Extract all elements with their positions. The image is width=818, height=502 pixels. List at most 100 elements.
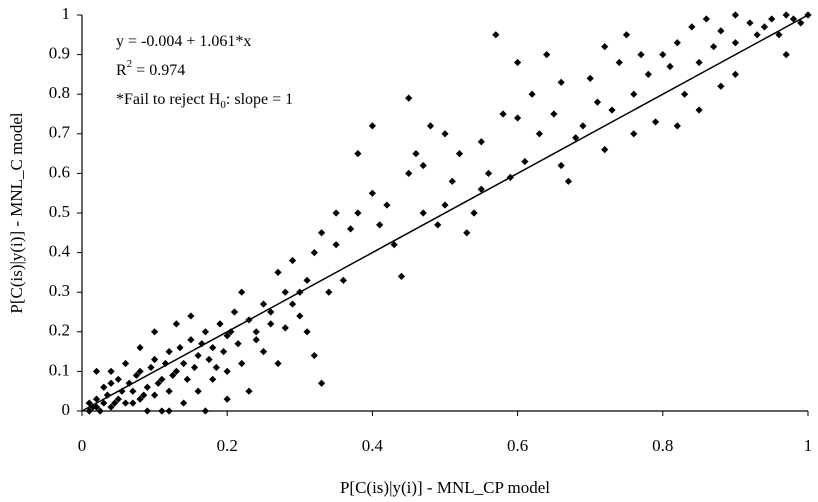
point	[630, 130, 638, 138]
point	[426, 122, 435, 130]
point	[129, 399, 137, 407]
point	[434, 221, 442, 229]
point	[368, 189, 376, 197]
point	[484, 169, 493, 177]
point	[731, 39, 739, 47]
point	[419, 209, 427, 217]
point	[354, 209, 362, 217]
y-tick-label: 0.8	[49, 83, 70, 102]
annotation-text: y = -0.004 + 1.061*x	[116, 33, 251, 50]
annotation: *Fail to reject H0​: slope = 1	[116, 91, 293, 111]
point	[114, 395, 122, 403]
point	[463, 229, 471, 237]
x-tick-label: 0.2	[217, 436, 238, 455]
point	[310, 249, 318, 257]
point	[259, 348, 268, 356]
point	[521, 157, 529, 166]
point	[695, 106, 703, 114]
point	[143, 407, 151, 415]
point	[172, 320, 180, 328]
point	[187, 336, 195, 344]
point	[317, 379, 326, 387]
point	[412, 150, 420, 158]
point	[797, 19, 805, 27]
point	[92, 367, 101, 375]
point	[89, 403, 97, 411]
point	[477, 185, 485, 193]
annotation: R2​ = 0.974	[116, 58, 185, 79]
point	[205, 355, 213, 364]
subscript: 0	[220, 99, 226, 111]
point	[245, 387, 253, 395]
point	[209, 375, 217, 383]
point	[731, 70, 739, 78]
point	[310, 351, 318, 360]
point	[136, 367, 144, 375]
point	[368, 122, 376, 130]
point	[92, 395, 101, 403]
annotation-text: : slope = 1	[226, 91, 293, 108]
point	[154, 379, 162, 387]
point	[132, 371, 141, 379]
point	[136, 395, 144, 403]
point	[187, 312, 195, 320]
point	[615, 58, 623, 67]
point	[535, 130, 543, 138]
point	[165, 387, 173, 395]
point	[731, 11, 739, 19]
point	[702, 15, 710, 23]
point	[673, 39, 681, 47]
annotation-text: = 0.974	[132, 62, 185, 79]
point	[332, 209, 340, 217]
point	[147, 363, 155, 372]
point	[201, 407, 210, 415]
point	[190, 363, 199, 372]
point	[303, 328, 311, 336]
point	[100, 399, 108, 407]
point	[441, 130, 449, 138]
annotation-text: R	[116, 62, 127, 79]
point	[557, 78, 565, 86]
point	[143, 383, 151, 391]
point	[651, 118, 660, 126]
point	[710, 43, 718, 51]
point	[514, 114, 522, 122]
point	[238, 288, 246, 296]
point	[281, 288, 289, 296]
x-tick-label: 0.4	[362, 436, 384, 455]
point	[259, 300, 268, 308]
y-tick-label: 0	[62, 400, 71, 419]
point	[209, 344, 217, 352]
point	[688, 23, 696, 31]
point	[390, 241, 398, 249]
point	[267, 320, 275, 328]
x-tick-label: 0	[78, 436, 87, 455]
point	[405, 94, 413, 102]
point	[223, 395, 231, 403]
point	[165, 348, 173, 356]
point	[470, 209, 478, 217]
point	[96, 407, 104, 415]
point	[608, 106, 616, 114]
point	[593, 98, 602, 106]
point	[267, 308, 275, 316]
x-axis-label: P[C(is)|y(i)] - MNL_CP model	[340, 478, 550, 497]
point	[376, 221, 384, 229]
point	[419, 161, 427, 170]
point	[303, 276, 311, 284]
point	[601, 146, 609, 154]
point	[183, 375, 191, 383]
point	[158, 407, 166, 415]
x-tick-label: 0.6	[507, 436, 528, 455]
point	[121, 359, 130, 368]
point	[514, 58, 522, 67]
point	[158, 375, 166, 383]
y-tick-label: 0.6	[49, 162, 70, 181]
point	[622, 31, 631, 39]
point	[579, 122, 587, 130]
point	[151, 355, 159, 364]
point	[339, 276, 347, 284]
point	[746, 19, 754, 27]
point	[717, 27, 725, 35]
